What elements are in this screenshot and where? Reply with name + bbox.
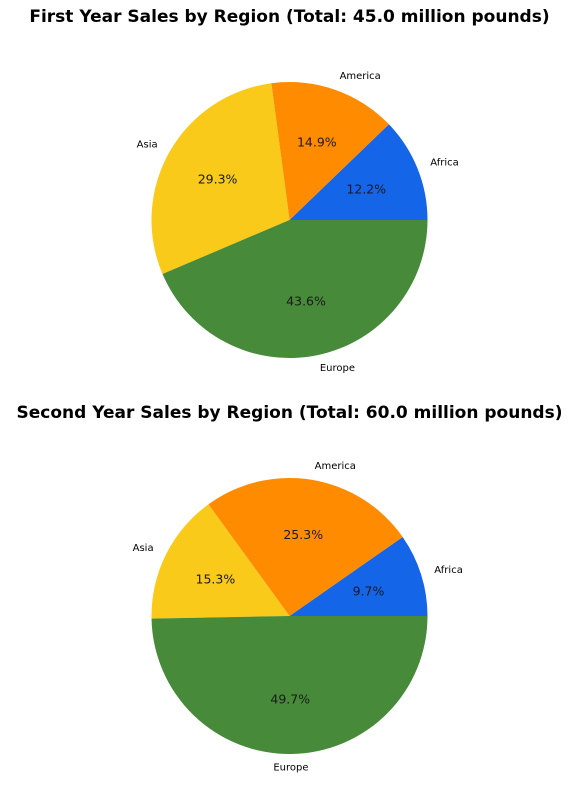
slice-label-africa-second-year: Africa <box>434 565 463 576</box>
slice-percent-africa-first-year: 12.2% <box>346 182 386 197</box>
slice-percent-america-first-year: 14.9% <box>297 134 337 149</box>
slice-label-asia-first-year: Asia <box>137 139 158 150</box>
slice-label-africa-first-year: Africa <box>430 158 459 169</box>
slice-percent-asia-second-year: 15.3% <box>196 572 236 587</box>
pie-slice-america-first-year <box>271 81 389 220</box>
pie-chart-second-year: Africa 9.7% America 25.3% Asia 15.3% Europe 49.… <box>133 461 463 773</box>
pie-slice-africa-second-year <box>289 537 428 616</box>
slice-label-europe-second-year: Europe <box>273 762 308 773</box>
pie-slice-europe-first-year <box>162 220 428 359</box>
slice-percent-america-second-year: 25.3% <box>283 527 323 542</box>
pie-slice-america-second-year <box>208 478 403 616</box>
slice-percent-asia-first-year: 29.3% <box>198 171 238 186</box>
slice-label-america-second-year: America <box>315 461 356 472</box>
slice-percent-africa-second-year: 9.7% <box>353 584 385 599</box>
pie-chart-first-year: Africa 12.2% America 14.9% Asia 29.3% Europe 43… <box>137 71 459 374</box>
slice-label-europe-first-year: Europe <box>320 363 355 374</box>
slice-percent-europe-first-year: 43.6% <box>286 294 326 309</box>
pie-slice-asia-first-year <box>151 83 290 275</box>
pie-slice-europe-second-year <box>151 616 428 755</box>
pie-slice-africa-first-year <box>289 124 428 220</box>
slice-percent-europe-second-year: 49.7% <box>270 691 310 706</box>
chart-title-second-year: Second Year Sales by Region (Total: 60.0… <box>16 403 563 423</box>
slice-label-america-first-year: America <box>340 71 381 82</box>
pie-slice-asia-second-year <box>151 504 290 619</box>
slice-label-asia-second-year: Asia <box>133 543 154 554</box>
chart-title-first-year: First Year Sales by Region (Total: 45.0 … <box>29 7 550 27</box>
